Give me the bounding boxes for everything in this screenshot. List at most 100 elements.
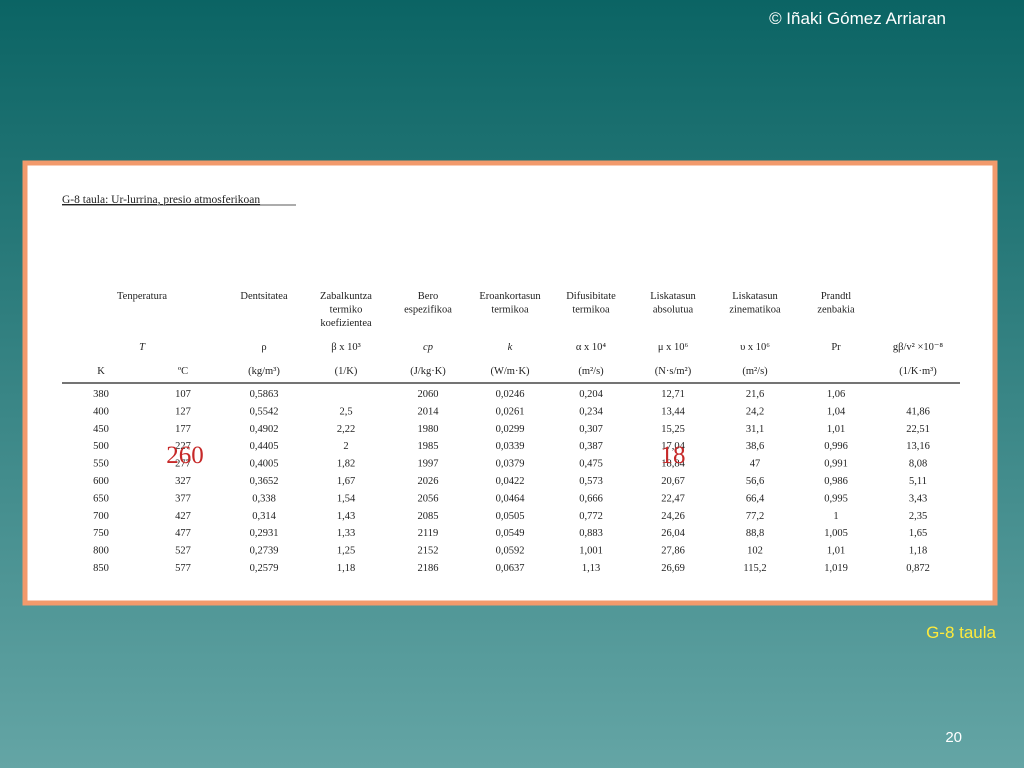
table-cell: 0,5863	[250, 389, 279, 400]
table-cell: 1985	[418, 441, 439, 452]
table-cell: 380	[93, 389, 109, 400]
table-cell: 327	[175, 476, 191, 487]
table-cell: 26,69	[661, 563, 685, 574]
table-cell: 1,005	[824, 528, 848, 539]
table-cell: 2152	[418, 546, 439, 557]
table-cell: 77,2	[746, 511, 764, 522]
table-cell: 1,43	[337, 511, 355, 522]
table-cell: 0,4405	[250, 441, 279, 452]
table-cell: 800	[93, 546, 109, 557]
column-unit: (kg/m³)	[248, 366, 280, 377]
table-cell: 0,0505	[496, 511, 525, 522]
table-cell: 17,04	[661, 441, 685, 452]
table-cell: 127	[175, 406, 191, 417]
table-cell: 0,338	[252, 493, 276, 504]
table-title: G-8 taula: Ur-lurrina, presio atmosferik…	[62, 194, 260, 206]
table-cell: 0,991	[824, 459, 848, 470]
table-cell: 26,04	[661, 528, 685, 539]
table-cell: 38,6	[746, 441, 764, 452]
table-cell: 450	[93, 424, 109, 435]
column-header: absolutua	[653, 305, 694, 316]
table-cell: 177	[175, 424, 191, 435]
table-cell: 1,001	[579, 546, 603, 557]
table-cell: 1980	[418, 424, 439, 435]
overlay-number: 18	[661, 442, 686, 469]
column-symbol: cp	[423, 342, 433, 353]
column-header: Zabalkuntza	[320, 291, 372, 302]
table-cell: 0,4005	[250, 459, 279, 470]
table-cell: 700	[93, 511, 109, 522]
column-symbol: k	[508, 342, 513, 353]
column-header: Eroankortasun	[479, 291, 541, 302]
column-header: Liskatasun	[732, 291, 778, 302]
table-cell: 0,314	[252, 511, 276, 522]
table-cell: 2,22	[337, 424, 355, 435]
column-header: Difusibitate	[566, 291, 616, 302]
column-symbol: β x 10³	[331, 342, 361, 353]
table-cell: 1,33	[337, 528, 355, 539]
column-unit: (m²/s)	[578, 366, 604, 377]
table-cell: 5,11	[909, 476, 927, 487]
table-cell: 1997	[418, 459, 439, 470]
column-unit: (J/kg·K)	[410, 366, 446, 377]
table-cell: 2186	[418, 563, 439, 574]
table-cell: 13,16	[906, 441, 930, 452]
table-cell: 427	[175, 511, 191, 522]
page-number: 20	[945, 729, 962, 746]
table-cell: 0,0339	[496, 441, 525, 452]
table-cell: 1,65	[909, 528, 927, 539]
column-header: zinematikoa	[729, 305, 781, 316]
column-header: Tenperatura	[117, 291, 167, 302]
table-cell: 2026	[418, 476, 439, 487]
table-cell: 0,2579	[250, 563, 279, 574]
table-cell: 0,2931	[250, 528, 279, 539]
table-cell: 0,0592	[496, 546, 525, 557]
table-cell: 550	[93, 459, 109, 470]
column-symbol: gβ/v² ×10⁻⁸	[893, 342, 943, 353]
table-cell: 0,204	[579, 389, 603, 400]
table-cell: 1,67	[337, 476, 355, 487]
column-header: Liskatasun	[650, 291, 696, 302]
table-cell: 88,8	[746, 528, 764, 539]
column-unit: (N·s/m²)	[655, 366, 692, 377]
table-cell: 2014	[418, 406, 440, 417]
table-cell: 0,475	[579, 459, 603, 470]
table-cell: 47	[750, 459, 761, 470]
table-cell: 0,0464	[496, 493, 526, 504]
table-cell: 0,996	[824, 441, 848, 452]
table-cell: 0,0379	[496, 459, 525, 470]
table-cell: 1,54	[337, 493, 356, 504]
table-cell: 2,5	[339, 406, 352, 417]
table-cell: 2056	[418, 493, 439, 504]
table-cell: 2,35	[909, 511, 927, 522]
column-header: termikoa	[491, 305, 529, 316]
table-cell: 377	[175, 493, 191, 504]
copyright: © Iñaki Gómez Arriaran	[769, 9, 946, 28]
table-cell: 750	[93, 528, 109, 539]
table-cell: 31,1	[746, 424, 764, 435]
column-header: Bero	[418, 291, 438, 302]
table-cell: 0,387	[579, 441, 603, 452]
column-header: Dentsitatea	[240, 291, 288, 302]
table-cell: 15,25	[661, 424, 685, 435]
table-cell: 650	[93, 493, 109, 504]
table-cell: 24,26	[661, 511, 685, 522]
table-cell: 0,573	[579, 476, 603, 487]
table-cell: 1,82	[337, 459, 355, 470]
table-cell: 1,06	[827, 389, 845, 400]
column-unit: (1/K)	[335, 366, 358, 377]
table-cell: 0,883	[579, 528, 603, 539]
table-cell: 3,43	[909, 493, 927, 504]
table-cell: 400	[93, 406, 109, 417]
column-unit: (1/K·m³)	[899, 366, 937, 377]
table-cell: 107	[175, 389, 191, 400]
table-cell: 2119	[418, 528, 439, 539]
column-unit: (m²/s)	[742, 366, 768, 377]
table-cell: 20,67	[661, 476, 685, 487]
table-cell: 527	[175, 546, 191, 557]
table-cell: 1	[833, 511, 838, 522]
column-header: espezifikoa	[404, 305, 452, 316]
table-cell: 0,0549	[496, 528, 525, 539]
table-cell: 2060	[418, 389, 439, 400]
table-cell: 1,04	[827, 406, 846, 417]
